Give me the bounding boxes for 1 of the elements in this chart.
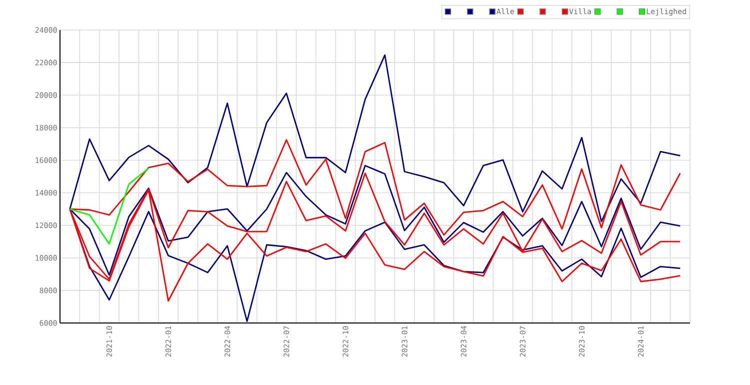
line-series <box>69 168 150 245</box>
